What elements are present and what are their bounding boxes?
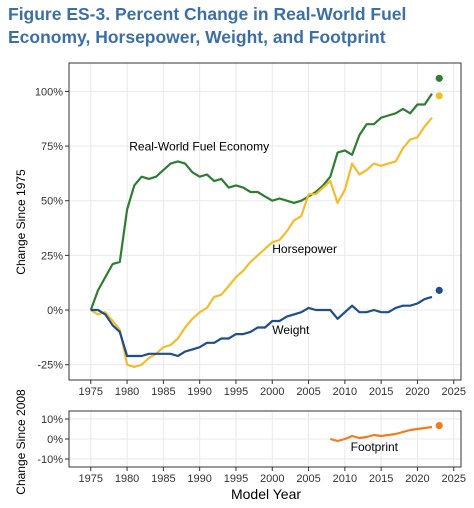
- bottom-x-tick-label: 2000: [260, 473, 284, 485]
- top-x-tick-label: 2005: [296, 386, 320, 398]
- bottom-x-tick-label: 2020: [405, 473, 429, 485]
- series-line-footprint: [330, 425, 433, 443]
- bottom-x-tick-label: 1975: [79, 473, 103, 485]
- projection-dot-weight: [435, 286, 443, 294]
- top-series-annotation: Weight: [272, 323, 310, 337]
- top-y-tick-label: 100%: [35, 86, 63, 98]
- bottom-x-tick-label: 1980: [115, 473, 139, 485]
- top-y-tick-label: 75%: [41, 141, 63, 153]
- top-y-tick-label: 25%: [41, 250, 63, 262]
- top-series-annotation: Horsepower: [272, 242, 337, 256]
- bottom-x-tick-label: 1990: [187, 473, 211, 485]
- top-y-tick-label: -25%: [37, 360, 63, 372]
- series-line-real-world-fuel-economy: [89, 92, 433, 311]
- bottom-y-tick-label: 0%: [47, 434, 63, 446]
- projection-dot-footprint: [435, 422, 443, 430]
- top-y-axis-label: Change Since 1975: [14, 169, 28, 275]
- top-y-tick-label: 50%: [41, 196, 63, 208]
- top-x-tick-label: 1990: [187, 386, 211, 398]
- series-line-horsepower: [90, 116, 433, 368]
- bottom-series-annotation: Footprint: [351, 440, 399, 454]
- bottom-y-tick-label: 10%: [41, 414, 63, 426]
- top-series-annotation: Real-World Fuel Economy: [129, 139, 269, 153]
- series-line-weight: [90, 295, 433, 358]
- top-x-tick-label: 1975: [79, 386, 103, 398]
- bottom-panel: 1975 1980 1985 1990 1995 2000 2005 2010 2015 2020…: [37, 410, 466, 485]
- top-panel-frame: [68, 62, 462, 381]
- bottom-y-tick-label: -10%: [37, 454, 63, 466]
- bottom-x-tick-label: 2005: [296, 473, 320, 485]
- bottom-x-tick-label: 1995: [224, 473, 248, 485]
- projection-dot-real-world-fuel-economy: [435, 74, 443, 82]
- top-x-tick-label: 2025: [441, 386, 465, 398]
- bottom-x-tick-label: 2010: [333, 473, 357, 485]
- bottom-y-axis-label: Change Since 2008: [14, 389, 28, 495]
- x-axis-label: Model Year: [231, 486, 301, 502]
- top-y-tick-label: 0%: [47, 305, 63, 317]
- projection-dot-horsepower: [435, 92, 443, 100]
- top-x-tick-label: 2010: [333, 386, 357, 398]
- bottom-x-tick-label: 1985: [151, 473, 175, 485]
- bottom-x-tick-label: 2015: [369, 473, 393, 485]
- top-x-tick-label: 2015: [369, 386, 393, 398]
- top-x-tick-label: 2000: [260, 386, 284, 398]
- top-x-tick-label: 2020: [405, 386, 429, 398]
- bottom-x-tick-label: 2025: [441, 473, 465, 485]
- figure-title: Figure ES-3. Percent Change in Real-Worl…: [8, 4, 407, 47]
- top-x-tick-label: 1980: [115, 386, 139, 398]
- top-x-tick-label: 1985: [151, 386, 175, 398]
- top-panel: 1975 1980 1985 1990 1995 2000 2005 2010 2015 2020…: [35, 62, 466, 398]
- top-x-tick-label: 1995: [224, 386, 248, 398]
